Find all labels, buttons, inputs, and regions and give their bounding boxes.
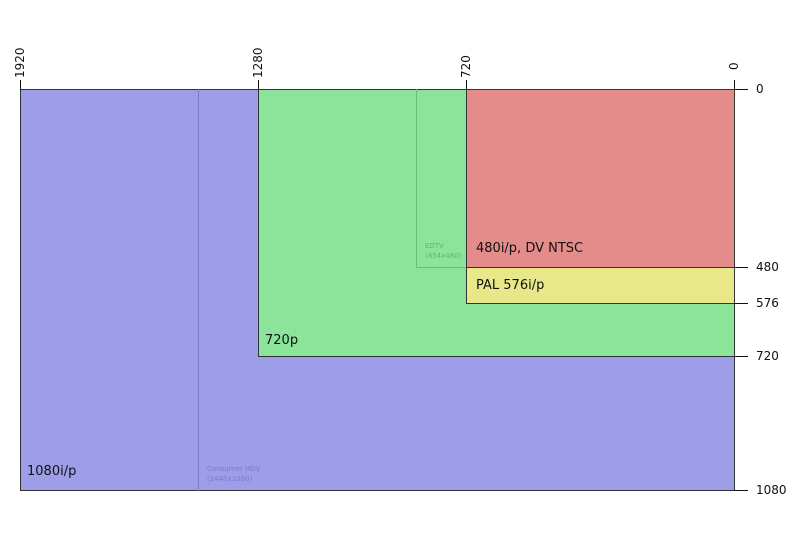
label-edtv-name: EDTV [425, 242, 444, 250]
y-tick-720: 720 [756, 349, 779, 363]
label-576: PAL 576i/p [476, 278, 545, 293]
label-hdv: Consumer HDV (1440x1080) [207, 464, 260, 484]
y-tick-line-1080 [734, 490, 748, 491]
region-480 [466, 89, 735, 268]
x-tick-line-720 [466, 80, 467, 90]
label-edtv-size: (854x480) [425, 252, 462, 260]
y-tick-line-0 [734, 89, 748, 90]
label-hdv-size: (1440x1080) [207, 475, 253, 483]
x-tick-line-0 [734, 80, 735, 90]
label-edtv: EDTV (854x480) [425, 241, 461, 261]
region-edtv [416, 89, 467, 268]
y-tick-line-576 [734, 303, 748, 304]
x-tick-1920: 1920 [13, 47, 27, 78]
region-hdv-divider [198, 89, 199, 491]
y-tick-line-480 [734, 267, 748, 268]
x-tick-1280: 1280 [251, 47, 265, 78]
label-720: 720p [265, 333, 299, 348]
y-tick-line-720 [734, 356, 748, 357]
label-1080: 1080i/p [27, 464, 77, 479]
y-tick-1080: 1080 [756, 483, 787, 497]
y-tick-576: 576 [756, 296, 779, 310]
y-tick-0: 0 [756, 82, 764, 96]
y-tick-480: 480 [756, 260, 779, 274]
x-tick-line-1920 [20, 80, 21, 90]
x-tick-720: 720 [459, 55, 473, 78]
x-tick-line-1280 [258, 80, 259, 90]
label-hdv-name: Consumer HDV [207, 465, 261, 473]
label-480: 480i/p, DV NTSC [476, 241, 584, 256]
x-tick-0: 0 [727, 62, 741, 70]
